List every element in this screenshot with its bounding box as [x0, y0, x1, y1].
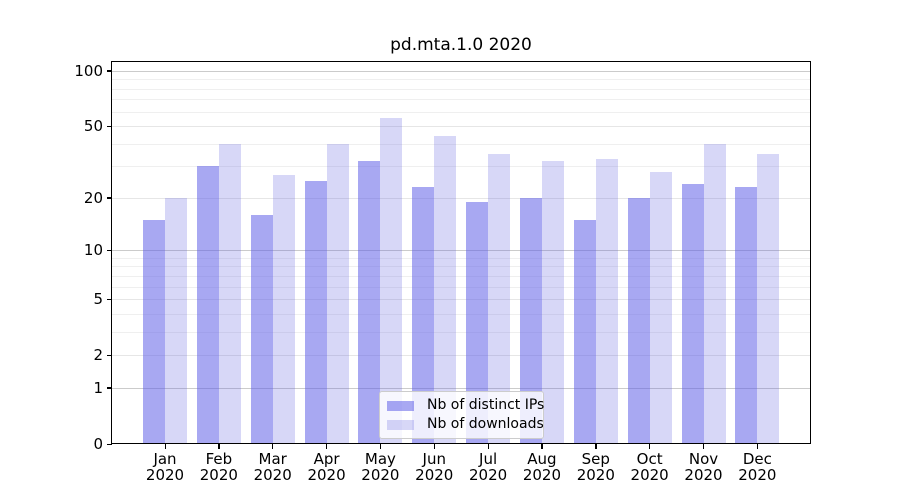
y-tick-label: 10 — [83, 241, 103, 260]
bar-distinct-ips-mar — [250, 214, 273, 444]
y-tick — [106, 443, 112, 445]
gridline-major — [112, 387, 810, 389]
y-tick — [106, 387, 112, 389]
bar-distinct-ips-apr — [304, 180, 327, 444]
bar-downloads-sep — [595, 158, 618, 444]
bar-distinct-ips-may — [358, 161, 381, 444]
y-tick-label: 20 — [83, 188, 103, 207]
gridline-minor — [112, 143, 810, 145]
bar-downloads-jul — [488, 154, 511, 444]
x-tick-label: Nov 2020 — [684, 450, 723, 484]
bar-downloads-jan — [165, 197, 187, 444]
bar-distinct-ips-sep — [573, 219, 596, 444]
x-tick-label: Jan 2020 — [145, 450, 185, 484]
chart-title: pd.mta.1.0 2020 — [390, 35, 532, 55]
bar-distinct-ips-jun — [412, 187, 435, 444]
x-tick — [487, 444, 489, 449]
x-tick-label: Mar 2020 — [253, 450, 292, 484]
bar-distinct-ips-jul — [466, 201, 489, 444]
y-tick-label: 5 — [93, 290, 103, 309]
gridline-minor — [112, 286, 810, 288]
y-tick — [106, 125, 112, 127]
legend-entry-distinct-ips: Nb of distinct IPs — [387, 397, 544, 414]
bar-downloads-dec — [757, 154, 780, 444]
bar-distinct-ips-nov — [681, 183, 704, 444]
legend-swatch-distinct-ips — [387, 400, 414, 411]
gridline — [112, 355, 810, 357]
gridline-minor — [112, 331, 810, 333]
y-tick-label: 0 — [93, 435, 103, 453]
x-tick — [379, 444, 382, 449]
x-tick — [326, 444, 328, 449]
y-tick — [106, 298, 112, 300]
gridline-minor — [112, 266, 810, 268]
bar-downloads-jun — [434, 136, 457, 444]
bar-distinct-ips-jan — [143, 219, 165, 444]
bar-downloads-aug — [541, 161, 564, 444]
x-tick-label: Dec 2020 — [738, 450, 777, 484]
x-tick-label: Jul 2020 — [469, 450, 508, 484]
gridline-minor — [112, 88, 810, 90]
gridline-minor — [112, 99, 810, 101]
x-tick — [164, 444, 166, 449]
x-tick — [272, 444, 274, 449]
y-tick — [106, 197, 112, 199]
bar-distinct-ips-oct — [627, 197, 650, 444]
gridline-minor — [112, 275, 810, 277]
gridline-major — [112, 70, 810, 72]
gridline-minor — [112, 111, 810, 113]
x-tick-label: Apr 2020 — [307, 450, 346, 484]
bar-downloads-feb — [218, 143, 241, 444]
bar-distinct-ips-dec — [735, 187, 758, 444]
bar-downloads-may — [380, 118, 403, 444]
x-tick-label: May 2020 — [361, 450, 400, 484]
y-tick — [106, 249, 112, 251]
y-tick-label: 100 — [74, 61, 103, 80]
gridline — [112, 197, 810, 199]
x-tick — [433, 444, 436, 449]
y-tick-label: 50 — [83, 117, 103, 136]
bar-downloads-apr — [326, 143, 349, 444]
x-tick — [649, 444, 651, 449]
x-tick — [541, 444, 543, 449]
y-tick — [106, 354, 112, 356]
bar-distinct-ips-aug — [519, 197, 542, 444]
bar-downloads-mar — [272, 174, 295, 444]
legend-entry-downloads: Nb of downloads — [387, 416, 544, 433]
x-tick-label: Aug 2020 — [522, 450, 562, 484]
gridline-minor — [112, 257, 810, 259]
bar-distinct-ips-feb — [196, 166, 219, 444]
x-tick-label: Jun 2020 — [415, 450, 454, 484]
gridline-major — [112, 250, 810, 252]
gridline-minor — [112, 313, 810, 315]
gridline — [112, 299, 810, 301]
x-tick — [703, 444, 705, 449]
x-tick-label: Sep 2020 — [576, 450, 615, 484]
y-tick-label: 2 — [93, 346, 103, 365]
y-tick — [106, 70, 112, 72]
legend-label-downloads: Nb of downloads — [427, 416, 544, 432]
x-tick — [218, 444, 220, 449]
legend-label-distinct-ips: Nb of distinct IPs — [427, 397, 545, 413]
bar-downloads-oct — [649, 171, 672, 444]
x-tick-label: Feb 2020 — [199, 450, 238, 484]
gridline-minor — [112, 79, 810, 81]
x-tick-label: Oct 2020 — [630, 450, 669, 484]
gridline — [112, 126, 810, 128]
x-tick — [595, 444, 597, 449]
legend-swatch-downloads — [387, 419, 414, 430]
x-tick — [756, 444, 759, 449]
y-tick-label: 1 — [93, 378, 103, 397]
legend: Nb of distinct IPs Nb of downloads — [379, 391, 544, 439]
gridline-minor — [112, 166, 810, 168]
bar-downloads-nov — [703, 143, 726, 444]
